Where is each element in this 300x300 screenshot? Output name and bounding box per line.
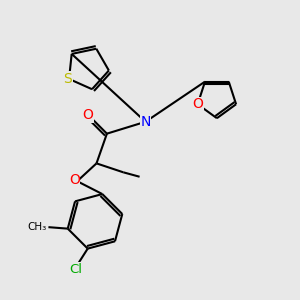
Text: S: S <box>63 72 72 86</box>
Text: Cl: Cl <box>69 263 82 276</box>
Text: CH₃: CH₃ <box>28 222 47 232</box>
Text: O: O <box>82 108 93 122</box>
Text: O: O <box>192 97 203 111</box>
Text: O: O <box>69 173 80 187</box>
Text: N: N <box>140 115 151 129</box>
